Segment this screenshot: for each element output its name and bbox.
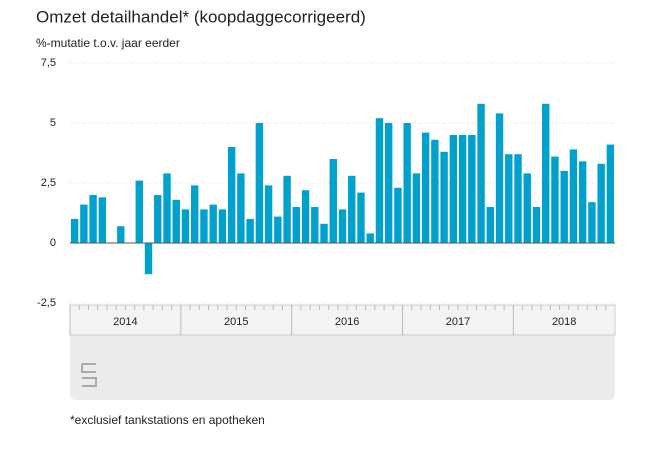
bar bbox=[117, 226, 125, 243]
bar bbox=[440, 151, 448, 243]
bar bbox=[468, 135, 476, 243]
bar bbox=[606, 144, 615, 243]
bar bbox=[597, 163, 605, 243]
bar bbox=[301, 190, 310, 243]
y-tick-label: 5 bbox=[50, 117, 56, 129]
bar bbox=[366, 233, 374, 243]
bar bbox=[588, 202, 596, 243]
bar bbox=[578, 161, 587, 243]
y-tick-label: -2,5 bbox=[37, 297, 56, 309]
chart-title: Omzet detailhandel* (koopdaggecorrigeerd… bbox=[36, 7, 366, 26]
bar bbox=[246, 219, 254, 243]
bar bbox=[237, 173, 245, 243]
bar bbox=[477, 103, 485, 243]
bar bbox=[505, 154, 513, 243]
year-band bbox=[69, 304, 616, 336]
bar bbox=[431, 139, 439, 243]
footnote: *exclusief tankstations en apotheken bbox=[70, 413, 265, 427]
bar bbox=[144, 243, 153, 275]
bar bbox=[80, 204, 88, 243]
bar bbox=[569, 149, 578, 243]
bar bbox=[218, 209, 227, 243]
bar bbox=[89, 195, 97, 243]
bar bbox=[98, 197, 107, 243]
bar bbox=[348, 175, 356, 243]
bar bbox=[135, 180, 143, 243]
bar bbox=[495, 113, 504, 244]
bar bbox=[449, 135, 458, 243]
bar bbox=[320, 223, 328, 243]
y-tick-label: 0 bbox=[50, 237, 56, 249]
bar bbox=[311, 207, 319, 243]
bar bbox=[523, 173, 531, 243]
bar bbox=[181, 209, 190, 243]
bar bbox=[227, 147, 236, 243]
bar bbox=[384, 123, 393, 243]
bar bbox=[274, 216, 282, 243]
bar bbox=[163, 173, 171, 243]
bar bbox=[191, 185, 199, 243]
bar bbox=[532, 207, 541, 243]
bar bbox=[292, 207, 301, 243]
bar bbox=[560, 171, 568, 243]
bar bbox=[200, 209, 208, 243]
bar bbox=[403, 123, 411, 243]
year-label: 2016 bbox=[335, 316, 359, 328]
year-label: 2018 bbox=[552, 316, 576, 328]
bar bbox=[394, 187, 402, 243]
bar bbox=[412, 173, 421, 243]
y-tick-label: 2,5 bbox=[41, 177, 56, 189]
year-label: 2014 bbox=[113, 316, 137, 328]
bar bbox=[70, 219, 79, 243]
bar bbox=[421, 132, 430, 243]
bar bbox=[542, 103, 550, 243]
logo bbox=[81, 363, 97, 387]
bar bbox=[154, 195, 162, 243]
y-tick-label: 7,5 bbox=[41, 57, 56, 69]
year-label: 2017 bbox=[446, 316, 470, 328]
bar bbox=[209, 204, 217, 243]
bar bbox=[255, 123, 264, 243]
bar bbox=[551, 156, 559, 243]
year-label: 2015 bbox=[224, 316, 248, 328]
bar bbox=[458, 135, 467, 243]
bar bbox=[338, 209, 347, 243]
bar bbox=[264, 185, 273, 243]
bar bbox=[329, 159, 337, 243]
bar bbox=[357, 192, 365, 243]
bar bbox=[514, 154, 522, 243]
bar bbox=[375, 118, 384, 243]
chart-subtitle: %-mutatie t.o.v. jaar eerder bbox=[36, 36, 180, 50]
bar bbox=[283, 175, 291, 243]
bar bbox=[172, 199, 180, 243]
bar bbox=[486, 207, 494, 243]
